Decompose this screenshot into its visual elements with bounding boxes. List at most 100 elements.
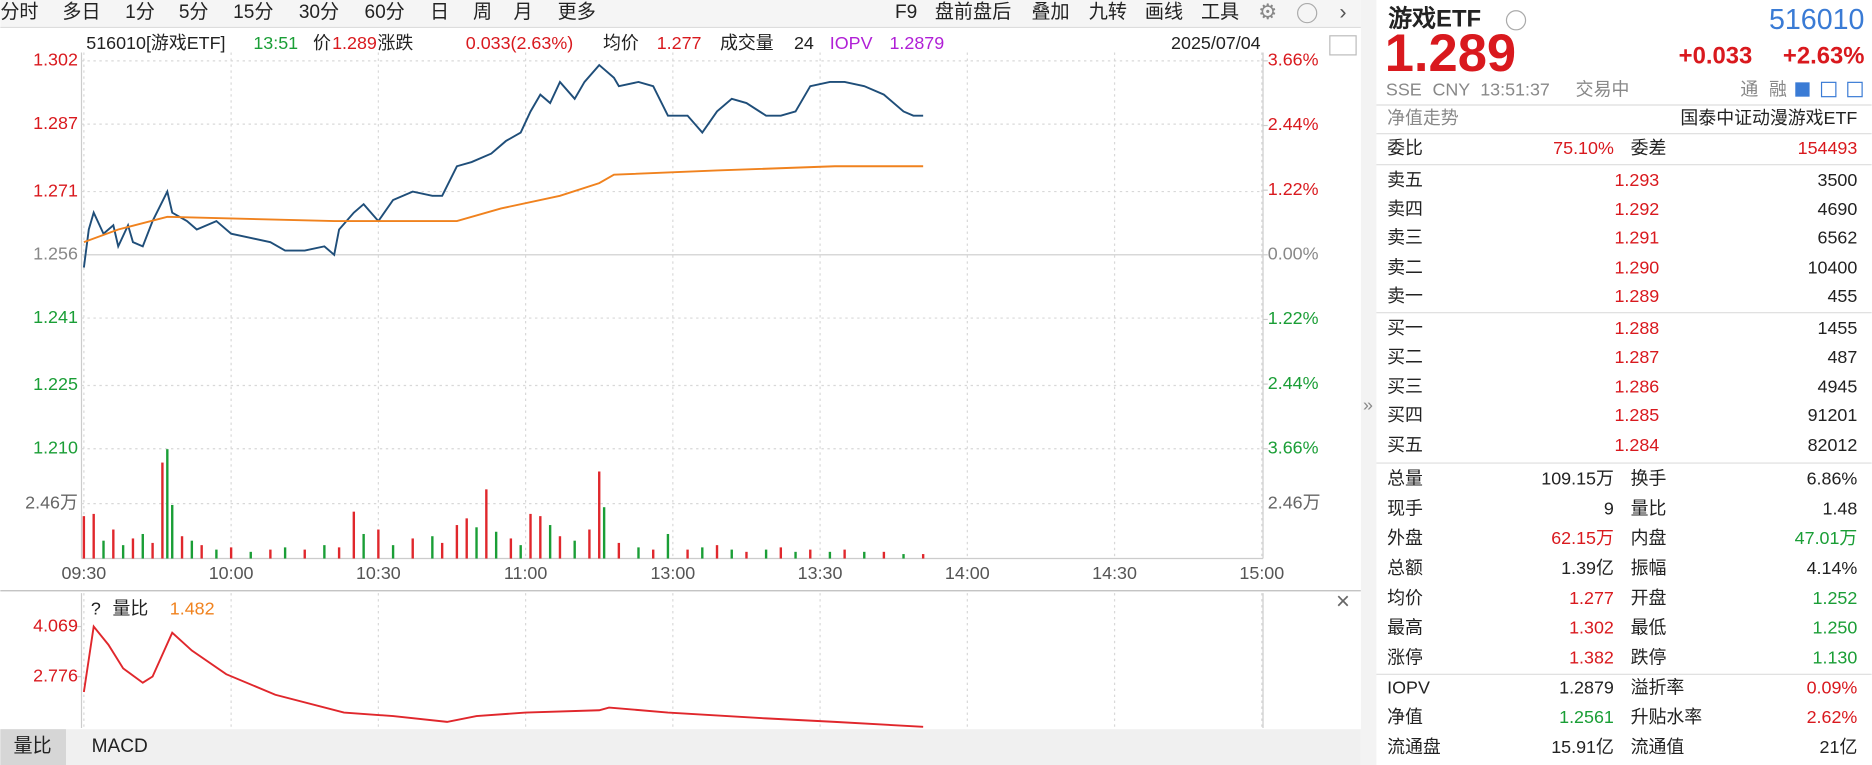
volume-bar xyxy=(440,542,444,559)
quote-cell: 换手 xyxy=(1631,469,1667,489)
quote-cell: 2.62% xyxy=(1807,707,1858,727)
help-mark[interactable]: ? xyxy=(91,599,101,619)
period-tab[interactable]: 1分 xyxy=(125,1,155,23)
volume-bar xyxy=(529,513,532,559)
price-line xyxy=(82,63,924,268)
y-tick-label: 2.46万 xyxy=(25,492,78,512)
quote-cell: 振幅 xyxy=(1631,558,1667,578)
tool-icon[interactable] xyxy=(1795,82,1810,97)
volume-bar xyxy=(377,529,380,559)
nav-label[interactable]: 净值走势 xyxy=(1387,108,1459,128)
volume-bar xyxy=(249,551,252,559)
tool-button[interactable]: 盘前盘后 xyxy=(935,1,1011,23)
volume-bar xyxy=(485,489,488,559)
period-tab[interactable]: 更多 xyxy=(558,1,596,23)
quote-cell: 卖二 xyxy=(1387,257,1423,277)
volume-bar xyxy=(215,549,218,559)
bottom-tab[interactable]: 量比 xyxy=(13,735,51,757)
volume-bar xyxy=(121,545,125,559)
tool-button[interactable]: 画线 xyxy=(1145,1,1183,23)
period-tab[interactable]: 多日 xyxy=(62,1,100,23)
volume-bar xyxy=(745,551,748,559)
tool-button[interactable]: F9 xyxy=(895,2,917,23)
volume-bar xyxy=(809,549,812,559)
tool-button[interactable]: 九转 xyxy=(1089,1,1127,23)
quote-cell: 487 xyxy=(1827,347,1857,367)
fund-name: 国泰中证动漫游戏ETF xyxy=(1680,108,1857,128)
period-tab[interactable]: 15分 xyxy=(233,1,273,23)
volume-bar xyxy=(131,538,135,559)
quote-cell: 量比 xyxy=(1631,498,1667,518)
volume-bar xyxy=(337,547,341,559)
y-tick-label: 1.256 xyxy=(33,244,78,264)
volume-bar xyxy=(475,527,478,559)
quote-cell: IOPV xyxy=(1387,677,1430,697)
period-tab[interactable]: 日 xyxy=(430,2,449,23)
x-tick-label: 14:30 xyxy=(1092,563,1137,583)
volume-bar xyxy=(161,462,164,559)
settings-icon[interactable]: ⚙ xyxy=(1258,0,1277,24)
quote-cell: 75.10% xyxy=(1553,138,1614,158)
x-tick-label: 13:00 xyxy=(650,563,695,583)
quote-cell: 4945 xyxy=(1818,377,1858,397)
volume-bar xyxy=(180,536,184,559)
period-tab[interactable]: 周 xyxy=(473,2,492,23)
quote-price: 1.289 xyxy=(1385,24,1516,83)
toolbar-bg xyxy=(0,0,1361,28)
currency: CNY xyxy=(1432,79,1470,99)
help-icon[interactable] xyxy=(1297,2,1318,24)
bottom-tab[interactable]: MACD xyxy=(92,736,148,757)
volume-bar xyxy=(666,533,670,559)
quote-cell: 买四 xyxy=(1387,405,1423,425)
quote-cell: 卖一 xyxy=(1387,286,1423,306)
period-tab[interactable]: 分时 xyxy=(0,1,38,23)
collapse-strip[interactable] xyxy=(1360,0,1377,765)
volume-bar xyxy=(588,529,591,559)
volume-bar xyxy=(715,545,719,559)
tool-button[interactable]: 叠加 xyxy=(1031,1,1069,23)
volume-bar xyxy=(112,529,115,559)
period-tab[interactable]: 30分 xyxy=(299,1,339,23)
tool-icon[interactable] xyxy=(1847,81,1863,98)
quote-cell: 买二 xyxy=(1387,347,1423,367)
volume-bar xyxy=(303,549,306,559)
tool-button[interactable]: 工具 xyxy=(1201,2,1239,23)
quote-code: 516010 xyxy=(1769,4,1865,36)
quote-cell: 外盘 xyxy=(1387,528,1423,548)
quote-cell: 跌停 xyxy=(1631,648,1667,668)
collapse-icon[interactable]: » xyxy=(1363,395,1373,415)
header-time: 13:51 xyxy=(253,33,298,53)
quote-cell: 最高 xyxy=(1387,618,1423,638)
quote-cell: 1.2879 xyxy=(1559,677,1614,697)
next-icon[interactable]: › xyxy=(1339,0,1346,24)
tool-icon[interactable] xyxy=(1820,81,1837,98)
period-tab[interactable]: 60分 xyxy=(364,1,404,23)
info-icon[interactable] xyxy=(1505,10,1527,31)
y-tick-label: 1.210 xyxy=(33,437,78,457)
header-change-label: 涨跌 xyxy=(377,33,413,53)
close-icon[interactable]: × xyxy=(1336,588,1350,615)
y2-tick-label: 3.66% xyxy=(1268,437,1319,457)
quote-cell: 1.284 xyxy=(1614,435,1659,455)
y2-tick-label: 0.00% xyxy=(1268,244,1319,264)
quote-cell: 委比 xyxy=(1387,138,1423,158)
quote-cell: 0.09% xyxy=(1807,677,1858,697)
x-tick-label: 15:00 xyxy=(1239,563,1284,583)
header-date: 2025/07/04 xyxy=(1171,33,1261,53)
quote-cell: 154493 xyxy=(1798,138,1858,158)
quote-cell: 1.2561 xyxy=(1559,707,1614,727)
volume-bar xyxy=(92,513,95,559)
volume-bar xyxy=(166,449,169,559)
period-tab[interactable]: 5分 xyxy=(179,1,209,23)
volume-bar xyxy=(283,547,287,559)
wp-icon[interactable] xyxy=(1329,35,1357,56)
volume-bar xyxy=(391,545,395,559)
period-tab[interactable]: 月 xyxy=(514,2,533,23)
y-tick-label: 1.225 xyxy=(33,374,78,394)
quote-cell: 82012 xyxy=(1808,435,1858,455)
quote-cell: 流通盘 xyxy=(1387,737,1441,757)
quote-cell: 6562 xyxy=(1818,227,1858,247)
quote-cell: 内盘 xyxy=(1631,528,1667,548)
